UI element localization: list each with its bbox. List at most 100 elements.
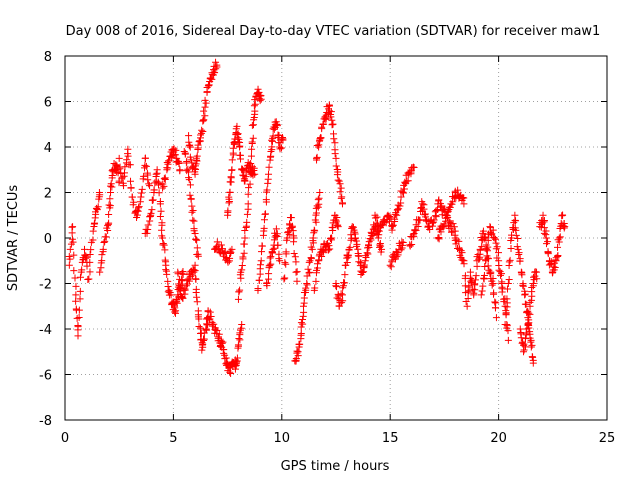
data-point-trace: [95, 188, 103, 196]
data-point-trace: [228, 166, 236, 174]
data-point-trace: [458, 256, 466, 264]
data-point-trace: [488, 230, 496, 238]
data-point-trace: [223, 359, 231, 367]
data-point-trace: [156, 213, 164, 221]
data-point: [272, 225, 280, 233]
data-point: [523, 325, 531, 333]
data-point-trace: [329, 120, 337, 128]
data-point-trace: [446, 203, 454, 211]
data-point-trace: [160, 175, 168, 183]
data-point-trace: [236, 143, 244, 151]
data-point-trace: [176, 167, 184, 175]
data-point-trace: [268, 248, 276, 256]
data-point-trace: [211, 69, 219, 77]
data-point-trace: [306, 268, 314, 276]
data-point-trace: [373, 213, 381, 221]
x-tick-label: 15: [382, 431, 399, 446]
data-point-trace: [82, 254, 90, 262]
data-point-trace: [68, 223, 76, 231]
data-point-trace: [522, 331, 530, 339]
data-point-trace: [528, 283, 536, 291]
data-point-trace: [388, 252, 396, 260]
data-point-trace: [269, 132, 277, 140]
data-point-trace: [293, 268, 301, 276]
data-point-trace: [336, 188, 344, 196]
data-point-trace: [183, 167, 191, 175]
data-point-trace: [397, 246, 405, 254]
data-point-trace: [449, 220, 457, 228]
data-point-trace: [262, 196, 270, 204]
data-point-trace: [397, 199, 405, 207]
data-point-trace: [202, 99, 210, 107]
data-point-trace: [459, 194, 467, 202]
data-point-trace: [467, 277, 475, 285]
data-point: [185, 132, 193, 140]
data-point-trace: [345, 251, 353, 259]
data-point-trace: [75, 306, 83, 314]
data-point-trace: [86, 250, 94, 258]
data-point-trace: [248, 138, 256, 146]
data-point-trace: [163, 270, 171, 278]
data-point-trace: [414, 223, 422, 231]
data-point-trace: [292, 356, 300, 364]
data-point-trace: [265, 163, 273, 171]
data-point: [72, 291, 80, 299]
data-point-trace: [199, 117, 207, 125]
data-point-trace: [498, 270, 506, 278]
data-point-trace: [208, 75, 216, 83]
data-point-trace: [93, 206, 101, 214]
data-point-trace: [283, 236, 291, 244]
data-point-trace: [231, 365, 239, 373]
data-point-trace: [250, 102, 258, 110]
data-point-trace: [334, 176, 342, 184]
data-point-trace: [409, 163, 417, 171]
data-point-trace: [243, 218, 251, 226]
data-point-trace: [215, 330, 223, 338]
data-point-trace: [556, 233, 564, 241]
data-point-trace: [445, 224, 453, 232]
data-point-trace: [254, 285, 262, 293]
data-point-trace: [519, 282, 527, 290]
data-point-trace: [398, 244, 406, 252]
data-point-trace: [240, 240, 248, 248]
data-point: [115, 154, 123, 162]
data-point-trace: [145, 180, 153, 188]
data-point-trace: [175, 280, 183, 288]
data-point-trace: [175, 159, 183, 167]
data-point-trace: [220, 249, 228, 257]
data-point-trace: [141, 154, 149, 162]
data-point: [299, 302, 307, 310]
data-point-trace: [248, 145, 256, 153]
data-point: [74, 332, 82, 340]
data-point-trace: [282, 260, 290, 268]
data-point-trace: [458, 249, 466, 257]
data-point-trace: [140, 172, 148, 180]
data-point-trace: [86, 258, 94, 266]
data-point-trace: [281, 274, 289, 282]
data-point-trace: [333, 213, 341, 221]
data-point-trace: [447, 228, 455, 236]
data-point-trace: [304, 265, 312, 273]
data-point-trace: [76, 287, 84, 295]
axis-ticks: 0 5 10 15 20 25 -8 -6 -4 -2 0 2 4 6 8: [39, 50, 615, 446]
data-point: [280, 275, 288, 283]
data-point-trace: [555, 238, 563, 246]
data-point-trace: [265, 270, 273, 278]
data-point-trace: [484, 243, 492, 251]
data-point-trace: [334, 221, 342, 229]
data-point-trace: [450, 223, 458, 231]
data-point-trace: [106, 202, 114, 210]
data-point-trace: [200, 335, 208, 343]
data-point: [260, 216, 268, 224]
data-point-trace: [291, 253, 299, 261]
data-point-trace: [237, 155, 245, 163]
data-point-trace: [318, 253, 326, 261]
data-point-trace: [521, 290, 529, 298]
data-point-trace: [507, 237, 515, 245]
data-point-trace: [432, 212, 440, 220]
data-point-trace: [267, 153, 275, 161]
data-point-trace: [292, 258, 300, 266]
data-point-trace: [136, 198, 144, 206]
data-point-trace: [449, 227, 457, 235]
data-point-trace: [525, 316, 533, 324]
